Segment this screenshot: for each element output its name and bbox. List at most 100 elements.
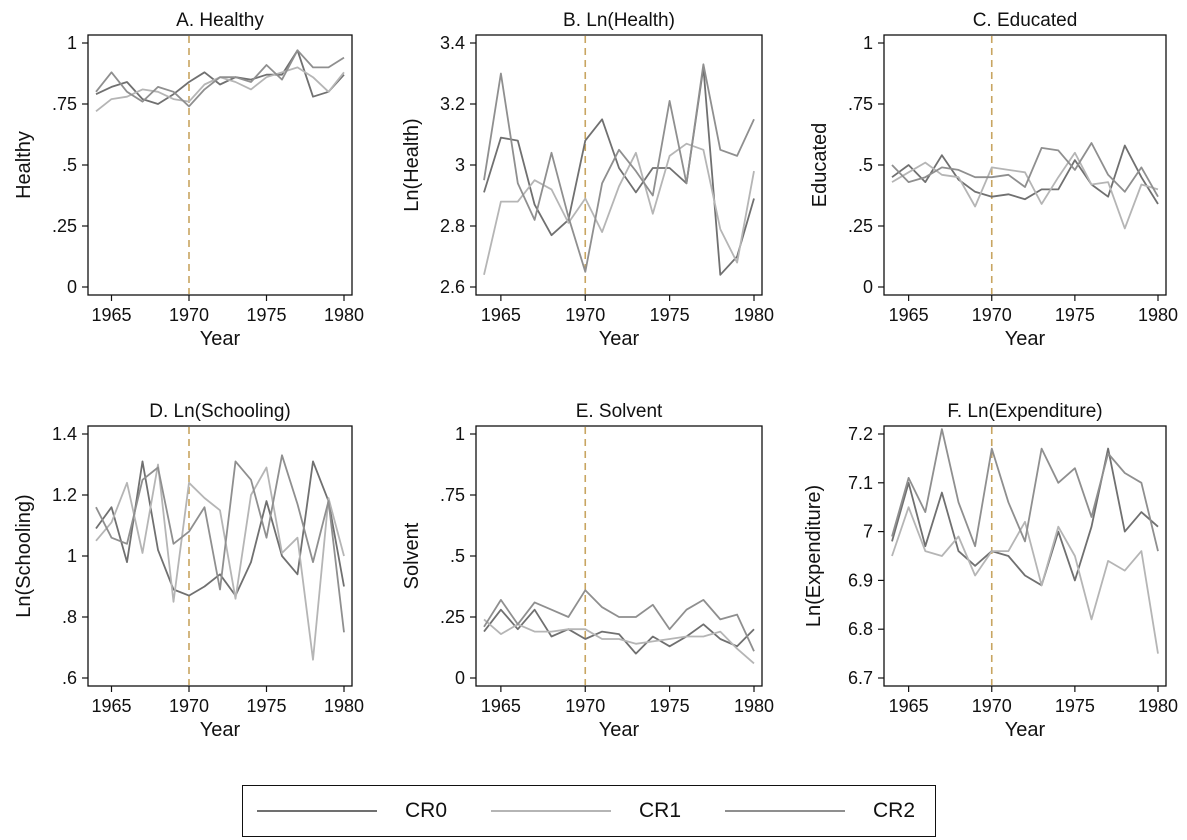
series-line-cr1: [891, 506, 1159, 654]
y-tick-label: .6: [62, 668, 77, 688]
panel-5: E. Solvent 1965 1970 1975 1980 Year 0 .25 .5 .75 1…: [401, 401, 774, 741]
y-tick-label: 7: [863, 522, 873, 542]
y-tick-label: 2.8: [440, 216, 465, 236]
series-line-cr2: [891, 428, 1159, 552]
x-tick-label: 1965: [889, 305, 929, 325]
legend-label-cr1: CR1: [639, 799, 682, 822]
panel-title: C. Educated: [973, 10, 1078, 31]
x-tick-label: 1980: [734, 305, 774, 325]
y-axis-label: Solvent: [401, 522, 423, 589]
series-line-cr0: [483, 66, 755, 276]
legend-swatch-cr0: [257, 809, 377, 813]
y-tick-label: .5: [450, 546, 465, 566]
panel-title: F. Ln(Expenditure): [947, 401, 1102, 422]
legend: CR0 CR1 CR2: [242, 785, 936, 837]
x-tick-label: 1965: [481, 305, 521, 325]
y-tick-label: .75: [848, 94, 873, 114]
x-tick-label: 1975: [650, 305, 690, 325]
x-tick-label: 1980: [324, 696, 364, 716]
legend-label-cr0: CR0: [405, 799, 448, 822]
x-tick-label: 1965: [481, 696, 521, 716]
y-tick-label: 3: [455, 155, 465, 175]
y-axis-label: Educated: [809, 123, 831, 208]
y-tick-label: 1: [863, 33, 873, 53]
y-tick-label: 2.6: [440, 277, 465, 297]
y-tick-label: 6.9: [848, 570, 873, 590]
legend-item-cr1: CR1: [491, 786, 681, 836]
y-tick-label: .8: [62, 607, 77, 627]
legend-swatch-cr2: [725, 809, 845, 813]
plot-frame: [883, 34, 1167, 296]
legend-label-cr2: CR2: [873, 799, 916, 822]
y-tick-label: .25: [52, 216, 77, 236]
y-tick-label: .75: [440, 485, 465, 505]
y-tick-label: 7.1: [848, 473, 873, 493]
y-tick-label: 1: [455, 424, 465, 444]
y-tick-label: 1.2: [52, 485, 77, 505]
x-tick-label: 1980: [324, 305, 364, 325]
panel-6: F. Ln(Expenditure) 1965 1970 1975 1980 Year 6.…: [803, 401, 1178, 741]
y-tick-label: .5: [858, 155, 873, 175]
x-tick-label: 1975: [650, 696, 690, 716]
panel-1: A. Healthy 1965 1970 1975 1980 Year 0 .25 .5 .75 1…: [13, 10, 364, 350]
y-tick-label: 0: [67, 277, 77, 297]
y-tick-label: 0: [455, 668, 465, 688]
plot-frame: [87, 34, 353, 296]
y-tick-label: 3.2: [440, 94, 465, 114]
y-tick-label: 1: [67, 33, 77, 53]
y-axis-label: Ln(Health): [401, 118, 423, 211]
x-tick-label: 1970: [972, 305, 1012, 325]
x-tick-label: 1965: [889, 696, 929, 716]
x-axis-label: Year: [1005, 328, 1046, 350]
x-tick-label: 1980: [1138, 696, 1178, 716]
plot-frame: [87, 425, 353, 687]
x-axis-label: Year: [200, 719, 241, 741]
series-line-cr2: [483, 63, 755, 273]
plot-frame: [883, 425, 1167, 687]
legend-swatch-cr1: [491, 809, 611, 813]
y-tick-label: 7.2: [848, 424, 873, 444]
series-line-cr1: [483, 618, 755, 665]
x-tick-label: 1975: [1055, 305, 1095, 325]
panel-3: C. Educated 1965 1970 1975 1980 Year 0 .25 .5 .75…: [809, 10, 1178, 350]
series-line-cr2: [95, 49, 345, 108]
series-line-cr0: [483, 608, 755, 655]
x-tick-label: 1975: [246, 696, 286, 716]
legend-item-cr0: CR0: [257, 786, 447, 836]
y-tick-label: .5: [62, 155, 77, 175]
panel-title: B. Ln(Health): [563, 10, 675, 31]
series-line-cr2: [483, 589, 755, 652]
panel-title: D. Ln(Schooling): [149, 401, 291, 422]
legend-item-cr2: CR2: [725, 786, 915, 836]
x-tick-label: 1965: [91, 696, 131, 716]
y-tick-label: 3.4: [440, 33, 465, 53]
series-line-cr1: [483, 142, 755, 276]
panel-2: B. Ln(Health) 1965 1970 1975 1980 Year 2.6 2.8 3…: [401, 10, 774, 350]
y-tick-label: 1: [67, 546, 77, 566]
panel-4: D. Ln(Schooling) 1965 1970 1975 1980 Year .6 .8…: [13, 401, 364, 741]
panel-title: E. Solvent: [576, 401, 663, 422]
y-tick-label: .25: [440, 607, 465, 627]
x-tick-label: 1970: [169, 305, 209, 325]
x-axis-label: Year: [599, 328, 640, 350]
series-line-cr1: [95, 463, 345, 661]
x-axis-label: Year: [599, 719, 640, 741]
x-tick-label: 1970: [565, 305, 605, 325]
x-axis-label: Year: [1005, 719, 1046, 741]
x-tick-label: 1975: [246, 305, 286, 325]
y-tick-label: 6.8: [848, 619, 873, 639]
y-tick-label: 0: [863, 277, 873, 297]
x-tick-label: 1970: [169, 696, 209, 716]
y-tick-label: 6.7: [848, 668, 873, 688]
y-axis-label: Ln(Expenditure): [803, 485, 825, 627]
series-line-cr0: [95, 460, 345, 597]
series-line-cr0: [891, 447, 1159, 587]
y-tick-label: .25: [848, 216, 873, 236]
series-line-cr0: [95, 49, 345, 105]
series-line-cr2: [95, 454, 345, 633]
series-line-cr2: [891, 142, 1159, 198]
x-tick-label: 1965: [91, 305, 131, 325]
y-axis-label: Ln(Schooling): [13, 494, 35, 617]
x-tick-label: 1975: [1055, 696, 1095, 716]
